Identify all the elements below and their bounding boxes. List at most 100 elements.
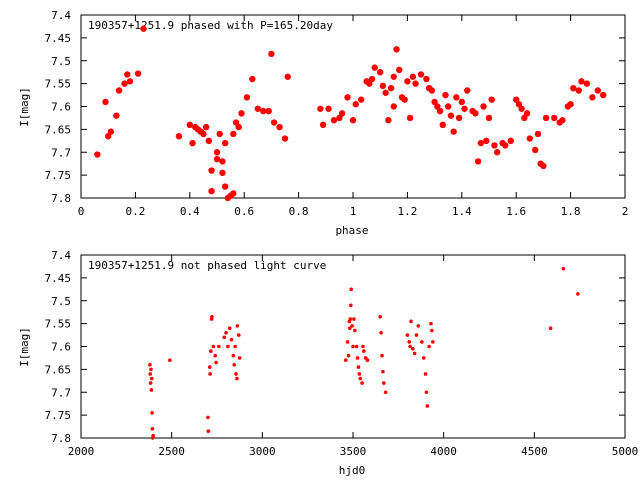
- phased-data-point: [379, 82, 387, 90]
- unphased-data-point: [209, 349, 213, 353]
- phased-data-point: [213, 149, 221, 156]
- unphased-data-point: [346, 353, 351, 358]
- phased-data-point: [186, 121, 193, 128]
- unphased-x-tick-label: 4500: [521, 445, 548, 458]
- unphased-x-tick-label: 3500: [340, 445, 367, 458]
- phased-data-point: [238, 110, 245, 117]
- phased-data-point: [567, 101, 574, 108]
- unphased-data-point: [148, 372, 153, 376]
- phased-y-tick-label: 7.8: [51, 192, 71, 205]
- phased-data-point: [219, 169, 226, 177]
- unphased-data-point: [208, 372, 212, 376]
- unphased-data-point: [379, 330, 383, 335]
- phased-data-point: [338, 110, 346, 117]
- unphased-data-point: [350, 324, 354, 328]
- phased-x-tick-label: 1.4: [452, 205, 472, 218]
- unphased-data-point: [206, 429, 211, 433]
- unphased-data-point: [148, 363, 152, 367]
- unphased-data-point: [411, 346, 415, 351]
- phased-data-point: [317, 105, 324, 112]
- unphased-data-point: [235, 324, 240, 328]
- phased-data-point: [189, 139, 196, 147]
- unphased-data-point: [214, 360, 218, 365]
- phased-data-point: [377, 68, 384, 76]
- phased-data-point: [401, 96, 408, 103]
- phased-y-tick-label: 7.5: [51, 55, 71, 68]
- unphased-data-point: [380, 353, 384, 358]
- phased-plot-panel: 190357+1251.9 phased with P=165.20day ph…: [18, 9, 628, 237]
- unphased-data-point: [382, 381, 386, 385]
- phased-data-point: [502, 142, 509, 149]
- unphased-data-point: [405, 333, 410, 337]
- phased-data-point: [480, 103, 487, 110]
- unphased-data-point: [222, 335, 227, 340]
- phased-y-tick-label: 7.4: [51, 9, 71, 22]
- phased-data-point: [570, 85, 577, 92]
- unphased-data-point: [360, 381, 364, 385]
- phased-data-point: [265, 107, 272, 115]
- unphased-data-point: [150, 427, 155, 431]
- unphased-data-point: [424, 390, 429, 395]
- unphased-data-point: [381, 369, 385, 374]
- unphased-data-point: [207, 365, 212, 369]
- phased-x-tick-label: 0: [78, 205, 85, 218]
- phased-y-tick-label: 7.6: [51, 101, 71, 114]
- unphased-y-tick-label: 7.55: [45, 318, 72, 331]
- phased-data-point: [406, 114, 414, 122]
- unphased-y-tick-label: 7.8: [51, 432, 71, 445]
- unphased-data-point: [168, 358, 172, 363]
- unphased-data-point: [206, 415, 210, 420]
- unphased-data-point: [429, 321, 433, 326]
- phased-x-tick-label: 1.8: [561, 205, 581, 218]
- phased-data-point: [382, 89, 389, 96]
- unphased-plot-title: 190357+1251.9 not phased light curve: [88, 259, 326, 272]
- phased-data-point: [243, 94, 251, 101]
- unphased-axis-ticks: 2000 2500 3000 3500 4000 4500 5000 7.4 7.45 7.5 7.…: [45, 249, 639, 458]
- phased-data-point: [213, 155, 221, 163]
- unphased-x-axis-label: hjd0: [339, 464, 366, 477]
- phased-data-point: [483, 137, 490, 145]
- unphased-data-point: [343, 358, 348, 363]
- unphased-y-tick-label: 7.7: [51, 386, 71, 399]
- unphased-data-point: [356, 365, 361, 369]
- phased-data-point: [488, 96, 495, 103]
- phased-data-point: [412, 80, 419, 87]
- phased-data-point: [445, 103, 452, 110]
- unphased-data-point: [416, 324, 421, 328]
- phased-data-point: [200, 130, 207, 138]
- unphased-y-tick-label: 7.5: [51, 295, 71, 308]
- phased-data-point: [102, 98, 109, 106]
- unphased-data-point: [233, 344, 237, 349]
- phased-data-points: [94, 25, 607, 202]
- phased-data-point: [393, 46, 400, 53]
- unphased-data-point: [561, 266, 566, 271]
- phased-data-point: [390, 103, 397, 110]
- phased-data-point: [281, 135, 289, 142]
- phased-data-point: [472, 110, 479, 117]
- unphased-data-point: [217, 344, 221, 349]
- phased-y-tick-label: 7.65: [45, 123, 72, 136]
- phased-x-tick-label: 0.6: [234, 205, 254, 218]
- unphased-data-point: [349, 303, 353, 308]
- unphased-data-point: [357, 372, 362, 376]
- phased-data-point: [140, 25, 147, 32]
- phased-data-point: [583, 80, 591, 87]
- unphased-data-point: [149, 376, 154, 381]
- phased-data-point: [175, 133, 183, 140]
- phased-x-tick-label: 1.2: [397, 205, 417, 218]
- unphased-data-point: [354, 344, 359, 349]
- unphased-y-tick-label: 7.75: [45, 409, 72, 422]
- phased-data-point: [221, 139, 229, 147]
- phased-data-point: [371, 64, 378, 71]
- unphased-y-tick-label: 7.65: [45, 363, 72, 376]
- phased-data-point: [477, 139, 485, 147]
- phased-data-point: [442, 91, 449, 99]
- phased-x-tick-label: 2: [622, 205, 629, 218]
- phased-data-point: [575, 87, 582, 94]
- phased-data-point: [447, 112, 455, 119]
- unphased-data-point: [210, 314, 214, 319]
- unphased-data-point: [229, 337, 234, 342]
- phased-data-point: [202, 123, 210, 131]
- unphased-data-point: [414, 333, 419, 337]
- phased-data-point: [600, 91, 607, 99]
